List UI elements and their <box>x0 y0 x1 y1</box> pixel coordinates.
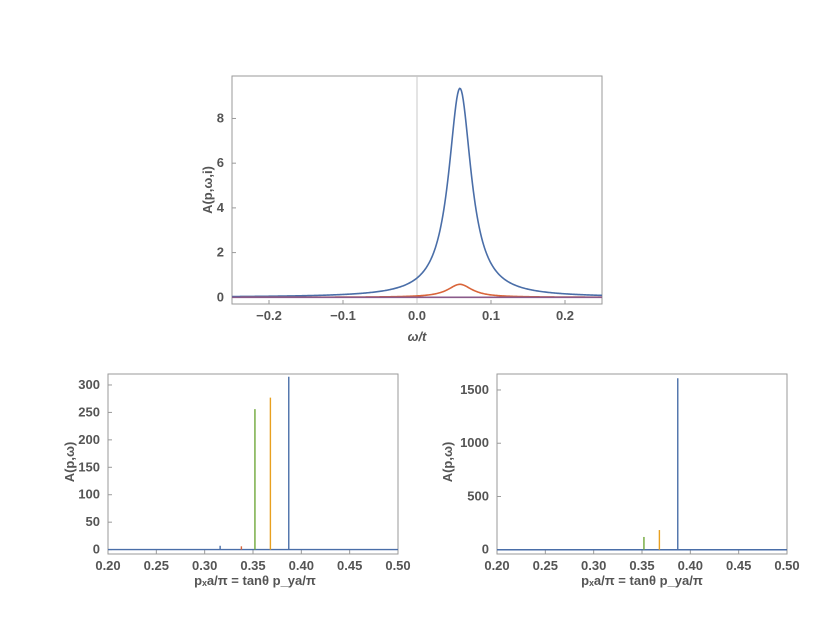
bottom-left-y-tick-label: 150 <box>78 459 100 474</box>
bottom-left-y-axis-label: A(p,ω) <box>62 442 77 483</box>
bottom-right-y-axis-label: A(p,ω) <box>440 442 455 483</box>
bottom-right-plot-frame <box>496 373 788 555</box>
top-x-tick-label: −0.1 <box>330 308 356 323</box>
bottom-left-plot-frame <box>107 373 399 555</box>
bottom-left-x-tick-label: 0.30 <box>192 558 217 573</box>
bottom-left-x-tick-label: 0.20 <box>95 558 120 573</box>
top-y-tick-label: 6 <box>217 155 224 170</box>
bottom-left-y-tick-label: 0 <box>93 542 100 557</box>
bottom-right-x-tick-label: 0.50 <box>774 558 799 573</box>
bottom-left-y-tick-label: 50 <box>86 514 100 529</box>
bottom-right-x-tick-label: 0.40 <box>678 558 703 573</box>
bottom-right-x-tick-label: 0.35 <box>629 558 654 573</box>
top-y-tick-label: 4 <box>217 200 225 215</box>
bottom-left-plot: 0.20 0.25 0.30 0.35 0.40 0.45 0.50 0 50 100 150 200… <box>62 373 411 588</box>
top-y-tick-label: 2 <box>217 245 224 260</box>
top-x-tick-label: −0.2 <box>256 308 282 323</box>
top-ticks: −0.2 −0.1 0.0 0.1 0.2 0 2 4 6 8 <box>217 110 574 323</box>
bottom-right-ticks: 0.20 0.25 0.30 0.35 0.40 0.45 0.50 0 500 1000 1500 <box>460 382 800 573</box>
bottom-right-x-tick-label: 0.30 <box>581 558 606 573</box>
bottom-left-y-tick-label: 250 <box>78 404 100 419</box>
bottom-left-x-tick-label: 0.35 <box>240 558 265 573</box>
bottom-left-ticks: 0.20 0.25 0.30 0.35 0.40 0.45 0.50 0 50 100 150 200… <box>78 377 410 573</box>
bottom-right-x-tick-label: 0.45 <box>726 558 751 573</box>
bottom-right-plot: 0.20 0.25 0.30 0.35 0.40 0.45 0.50 0 500 1000 1500… <box>440 373 800 588</box>
top-x-tick-label: 0.0 <box>408 308 426 323</box>
bottom-left-x-tick-label: 0.50 <box>385 558 410 573</box>
bottom-right-x-tick-label: 0.20 <box>484 558 509 573</box>
bottom-left-curves <box>108 376 398 551</box>
bottom-left-y-tick-label: 300 <box>78 377 100 392</box>
top-plot: −0.2 −0.1 0.0 0.1 0.2 0 2 4 6 8 ω/t A(p,ω,i) <box>200 75 603 344</box>
top-x-tick-label: 0.1 <box>482 308 500 323</box>
bottom-right-y-tick-label: 1000 <box>460 435 489 450</box>
bottom-left-x-axis-label: pₓa/π = tanθ p_ya/π <box>194 573 316 588</box>
top-x-axis-label: ω/t <box>408 329 427 344</box>
top-y-tick-label: 8 <box>217 110 224 125</box>
top-x-tick-label: 0.2 <box>556 308 574 323</box>
bottom-left-y-tick-label: 200 <box>78 432 100 447</box>
top-y-axis-label: A(p,ω,i) <box>200 166 215 214</box>
bottom-left-y-tick-label: 100 <box>78 487 100 502</box>
bottom-right-y-tick-label: 1500 <box>460 382 489 397</box>
bottom-right-x-axis-label: pₓa/π = tanθ p_ya/π <box>581 573 703 588</box>
bottom-left-x-tick-label: 0.40 <box>289 558 314 573</box>
bottom-right-y-tick-label: 500 <box>467 488 489 503</box>
bottom-right-y-tick-label: 0 <box>482 542 489 557</box>
bottom-left-x-tick-label: 0.25 <box>144 558 169 573</box>
top-y-tick-label: 0 <box>217 289 224 304</box>
bottom-right-x-tick-label: 0.25 <box>533 558 558 573</box>
top-series-0-line <box>232 87 603 298</box>
top-curves <box>232 76 603 304</box>
bottom-left-x-tick-label: 0.45 <box>337 558 362 573</box>
bottom-right-curves <box>497 378 787 551</box>
